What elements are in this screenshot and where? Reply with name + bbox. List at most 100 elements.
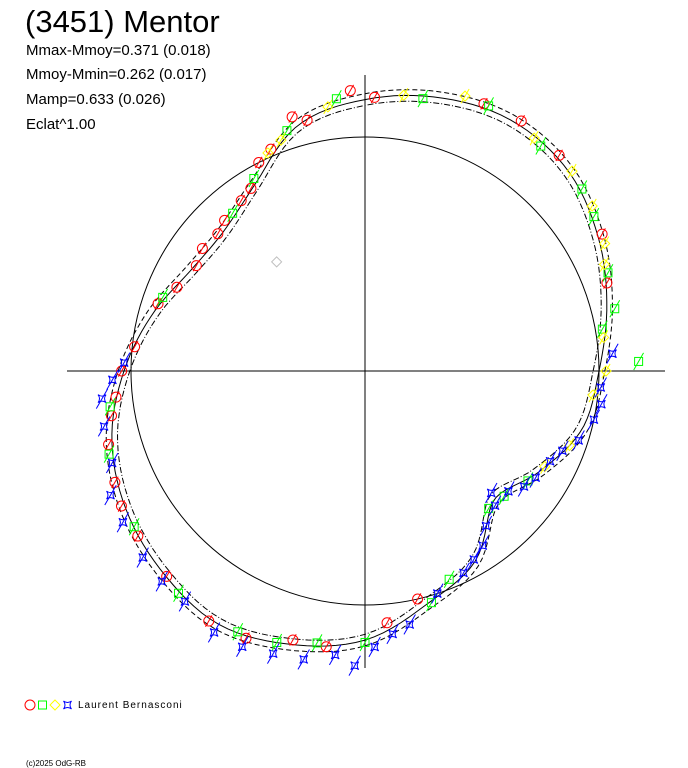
red-circle-error-bar <box>267 143 275 156</box>
blue-star-error-bar <box>155 571 168 592</box>
blue-star-error-bar <box>348 655 361 676</box>
red-circle-error-bar <box>322 640 330 653</box>
green-square-error-bar <box>271 633 283 652</box>
red-circle-error-bar <box>104 438 113 451</box>
green-square-point <box>233 627 243 637</box>
yellow-diamond-error-bar <box>276 132 286 148</box>
yellow-diamond-point <box>322 101 334 113</box>
yellow-diamond-error-bar <box>588 387 598 403</box>
green-square-error-bar <box>232 623 244 641</box>
red-circle-error-bar <box>134 530 142 542</box>
green-square-point <box>603 268 613 278</box>
red-circle-error-bar <box>198 242 207 255</box>
blue-star-point <box>268 649 278 659</box>
green-square-point <box>173 588 183 598</box>
blue-star-point <box>478 541 488 551</box>
yellow-diamond-error-bar <box>263 145 273 161</box>
blue-star-point <box>118 517 128 527</box>
green-square-error-bar <box>157 288 169 307</box>
red-circle-point <box>235 195 247 207</box>
blue-star-point <box>97 394 107 404</box>
red-circle-point <box>253 157 265 169</box>
green-square-error-bar <box>417 89 429 108</box>
blue-star-point <box>503 486 513 496</box>
red-circle-error-bar <box>214 227 222 240</box>
red-circle-error-bar <box>413 593 422 605</box>
blue-star-error-bar <box>479 515 493 537</box>
blue-star-error-bar <box>136 547 149 568</box>
red-circle-point <box>219 214 231 226</box>
red-circle-error-bar <box>303 114 311 127</box>
blue-star-point <box>596 383 606 392</box>
yellow-diamond-error-bar <box>567 163 577 179</box>
fit-curve-lower <box>116 100 602 641</box>
blue-star-error-bar <box>236 636 249 657</box>
red-circle-error-bar <box>242 632 250 645</box>
red-circle-error-bar <box>370 91 379 104</box>
red-circle-error-bar <box>107 409 116 422</box>
blue-star-error-bar <box>594 377 607 398</box>
yellow-diamond-point <box>275 134 287 146</box>
blue-star-point <box>209 628 219 637</box>
red-circle-point <box>190 260 202 272</box>
blue-star-point <box>370 642 380 652</box>
red-circle-error-bar <box>480 97 488 110</box>
yellow-diamond-error-bar <box>587 198 597 214</box>
blue-star-error-bar <box>467 549 480 570</box>
blue-star-error-bar <box>587 409 601 430</box>
green-square-error-bar <box>597 320 608 338</box>
blue-star-error-bar <box>97 416 111 437</box>
yellow-diamond-point <box>398 89 410 101</box>
green-square-error-bar <box>576 180 588 198</box>
red-circle-error-bar <box>383 616 391 629</box>
green-square-error-bar <box>633 352 644 371</box>
grey-outlier-point <box>270 256 283 268</box>
red-circle-error-bar <box>555 149 563 162</box>
red-circle-error-bar <box>603 277 611 289</box>
stat-mamp: Mamp=0.633 (0.026) <box>26 91 166 108</box>
blue-star-error-bar <box>457 562 470 584</box>
blue-star-point <box>608 349 617 359</box>
blue-star-point <box>574 436 584 445</box>
red-circle-error-bar <box>192 259 201 272</box>
red-circle-point <box>129 341 141 353</box>
red-circle-point <box>212 228 224 240</box>
blue-star-error-bar <box>328 644 342 666</box>
yellow-diamond-error-bar <box>599 257 609 272</box>
red-circle-error-bar <box>173 281 181 294</box>
green-square-error-bar <box>602 264 614 282</box>
blue-star-error-bar <box>595 394 608 415</box>
green-square-point <box>282 126 292 136</box>
green-square-point <box>158 292 168 302</box>
red-circle-error-bar <box>288 110 296 123</box>
red-circle-error-bar <box>154 297 162 310</box>
green-square-point <box>129 522 139 532</box>
red-circle-error-bar <box>289 634 297 646</box>
blue-star-error-bar <box>485 482 498 504</box>
blue-star-point <box>486 488 496 498</box>
stat-eclat: Eclat^1.00 <box>26 116 96 133</box>
yellow-diamond-point <box>586 200 598 212</box>
red-circle-point <box>412 593 424 605</box>
red-circle-error-bar <box>346 84 355 97</box>
legend-label: Laurent Bernasconi <box>78 700 183 711</box>
blue-star-error-bar <box>476 535 489 556</box>
green-square-error-bar <box>588 207 600 226</box>
red-circle-error-bar <box>117 500 126 512</box>
yellow-diamond-error-bar <box>600 236 610 251</box>
blue-star-error-bar <box>502 481 515 502</box>
green-square-error-bar <box>128 517 140 536</box>
red-circle-error-bar <box>598 228 606 241</box>
blue-star-error-bar <box>556 440 569 461</box>
red-circle-point <box>596 228 608 240</box>
red-circle-point <box>152 298 164 310</box>
blue-star-point <box>138 553 148 562</box>
red-circle-point <box>553 149 565 161</box>
green-square-point <box>589 212 599 222</box>
red-circle-point <box>381 617 393 629</box>
yellow-diamond-error-bar <box>599 330 609 345</box>
red-circle-error-bar <box>247 182 255 195</box>
red-circle-point <box>601 277 613 289</box>
blue-star-point <box>106 490 115 500</box>
